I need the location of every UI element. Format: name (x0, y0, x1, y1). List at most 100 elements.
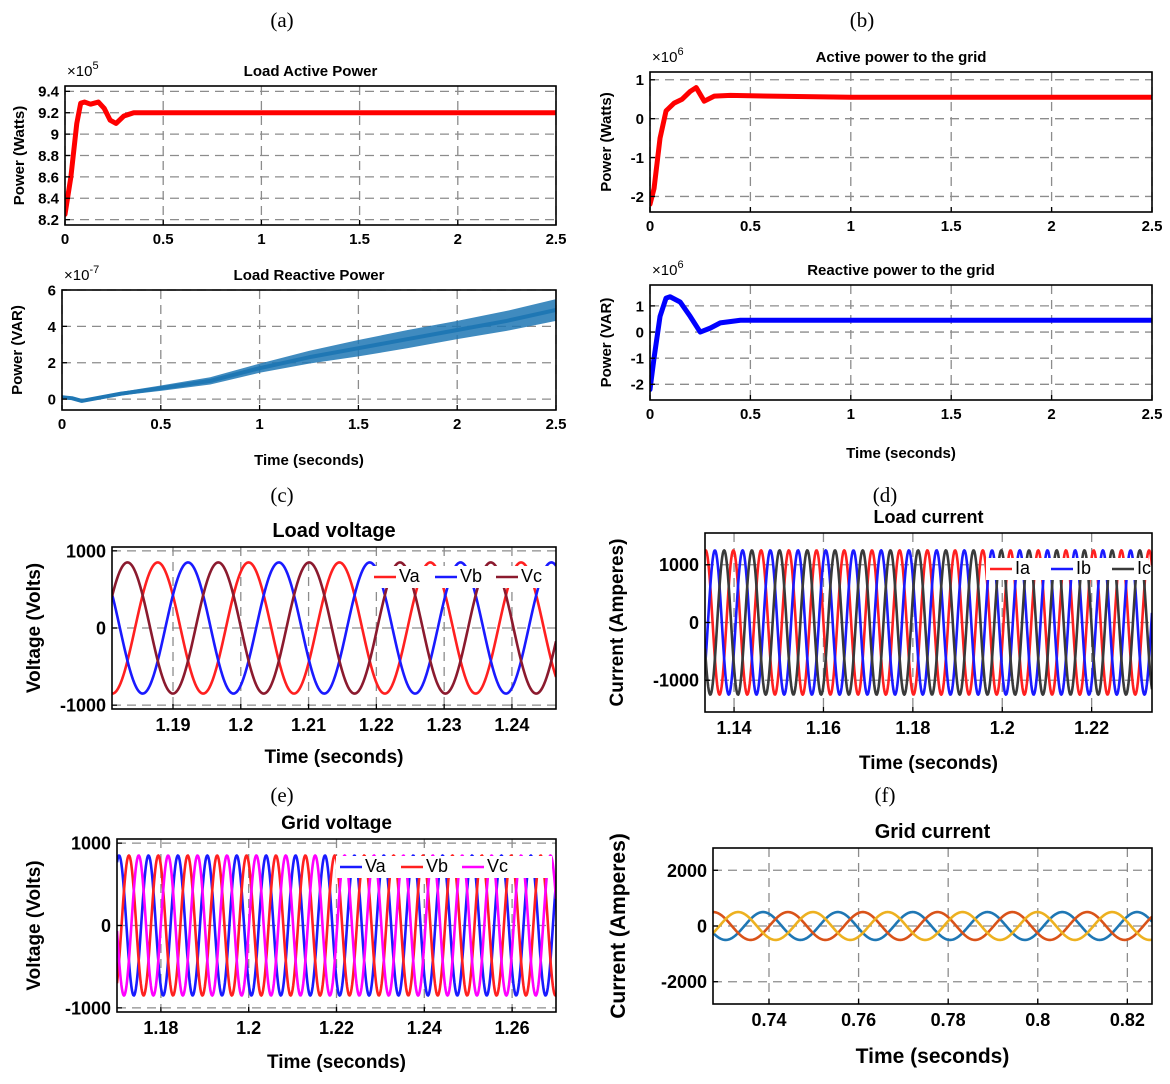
chart-f-title: Grid current (875, 821, 991, 843)
chart-a2-y-multiplier: ×10-7 (64, 264, 99, 284)
chart-d-xtick-label-3: 1.2 (990, 718, 1015, 738)
chart-a1-ytick-label-3: 8.8 (38, 148, 59, 165)
chart-b1-xtick-label-4: 2 (1047, 218, 1055, 235)
chart-c-xtick-label-2: 1.21 (291, 715, 326, 735)
chart-c-xtick-label-4: 1.23 (427, 715, 462, 735)
chart-a1-series-p-load-0 (65, 99, 556, 217)
chart-e-xtick-label-4: 1.26 (495, 1018, 530, 1038)
chart-b2-ytick-label-2: 0 (636, 324, 644, 341)
chart-c-legend-label-2: Vc (521, 566, 542, 586)
chart-b2-xtick-label-2: 1 (847, 406, 855, 423)
chart-a2-ytick-label-0: 0 (48, 391, 56, 408)
chart-f-xtick-label-0: 0.74 (751, 1010, 786, 1030)
chart-f-ylabel: Current (Amperes) (607, 833, 630, 1019)
chart-a1-xtick-label-3: 1.5 (349, 231, 370, 248)
chart-f-series-ic-2 (713, 910, 1152, 942)
chart-b1-title: Active power to the grid (816, 49, 987, 66)
chart-e-xlabel: Time (seconds) (267, 1052, 406, 1073)
chart-f: 0.74 0.76 0.78 0.8 0.82 -2000 0 2000 Grid curren… (607, 821, 1153, 1068)
chart-b2-title: Reactive power to the grid (807, 262, 995, 279)
chart-b1-xtick-label-3: 1.5 (941, 218, 962, 235)
chart-c-legend: Va Vb Vc (370, 566, 552, 588)
chart-a2-ylabel: Power (VAR) (9, 305, 26, 395)
chart-f-xtick-label-1: 0.76 (841, 1010, 876, 1030)
chart-e-series-vc-2 (117, 854, 556, 997)
chart-b2-xtick-label-0: 0 (646, 406, 654, 423)
chart-b1-xtick-label-1: 0.5 (740, 218, 761, 235)
chart-a2-frame (61, 289, 557, 411)
chart-a2-xtick-label-2: 1 (255, 416, 263, 433)
chart-c-xtick-label-5: 1.24 (494, 715, 529, 735)
chart-b1-y-multiplier-exp: 6 (677, 46, 683, 58)
chart-a1-y-multiplier: ×105 (67, 60, 99, 80)
chart-b2-y-multiplier: ×106 (652, 259, 684, 279)
chart-a2-title: Load Reactive Power (234, 267, 385, 284)
chart-b2-xtick-label-1: 0.5 (740, 406, 761, 423)
chart-d-ytick-label-2: 1000 (659, 555, 699, 575)
chart-c-legend-bg (370, 566, 552, 588)
chart-e: 1.18 1.2 1.22 1.24 1.26 -1000 0 1000 Grid voltag… (24, 813, 557, 1073)
chart-b1-series-p-grid-0 (650, 85, 1152, 207)
chart-e-title: Grid voltage (281, 813, 392, 834)
chart-b1-ytick-label-3: 1 (636, 72, 644, 89)
chart-b2-xlabel: Time (seconds) (846, 445, 956, 462)
chart-a1-xtick-label-2: 1 (257, 231, 265, 248)
chart-a2-y-multiplier-base: ×10 (64, 267, 89, 284)
chart-d-legend-label-0: Ia (1015, 558, 1031, 578)
chart-b2: 0 0.5 1 1.5 2 2.5 -2 -1 0 1 Reactive power to the … (598, 259, 1162, 462)
chart-c-legend-label-0: Va (399, 566, 421, 586)
chart-d-xlabel: Time (seconds) (859, 753, 998, 774)
chart-f-series-ia-0 (713, 910, 1152, 942)
chart-c-ytick-label-2: 1000 (66, 541, 106, 561)
chart-b2-xtick-label-5: 2.5 (1142, 406, 1163, 423)
chart-d-legend: Ia Ib Ic (986, 558, 1151, 580)
chart-e-series-va-0 (117, 854, 556, 997)
chart-a1-ytick-label-6: 9.4 (38, 84, 60, 101)
chart-f-ytick-label-1: 0 (697, 916, 707, 936)
chart-b1-y-multiplier-base: ×10 (652, 49, 677, 66)
chart-d: 1.14 1.16 1.18 1.2 1.22 -1000 0 1000 Load curren… (607, 507, 1153, 774)
chart-c-legend-label-1: Vb (460, 566, 482, 586)
chart-c-xtick-label-1: 1.2 (228, 715, 253, 735)
chart-a2-y-multiplier-exp: -7 (89, 264, 99, 276)
chart-a1-ylabel: Power (Watts) (11, 106, 28, 205)
chart-a1-ytick-label-0: 8.2 (38, 212, 59, 229)
chart-a1: 0 0.5 1 1.5 2 2.5 8.2 8.4 8.6 8.8 9 9.2 9.4 Load Acti… (11, 60, 566, 248)
chart-b2-ylabel: Power (VAR) (598, 298, 615, 388)
chart-b2-frame (649, 284, 1153, 401)
chart-f-xlabel: Time (seconds) (856, 1045, 1010, 1068)
chart-a2-series-q-load-0 (62, 308, 556, 403)
chart-a2-series-q-load-0-band (62, 299, 556, 402)
chart-e-legend-label-2: Vc (487, 856, 508, 876)
chart-a2-ytick-label-3: 6 (48, 282, 56, 299)
chart-a2-xtick-label-4: 2 (453, 416, 461, 433)
chart-b1-xtick-label-2: 1 (847, 218, 855, 235)
chart-b1-ytick-label-0: -2 (631, 189, 644, 206)
chart-d-legend-label-1: Ib (1076, 558, 1091, 578)
chart-d-legend-label-2: Ic (1137, 558, 1151, 578)
chart-a2-xtick-label-1: 0.5 (150, 416, 171, 433)
chart-a2-ytick-label-1: 2 (48, 355, 56, 372)
chart-b2-ytick-label-1: -1 (631, 351, 644, 368)
chart-a1-ytick-label-2: 8.6 (38, 169, 59, 186)
chart-e-xtick-label-2: 1.22 (319, 1018, 354, 1038)
chart-e-ylabel: Voltage (Volts) (24, 860, 45, 990)
chart-c-xtick-label-0: 1.19 (155, 715, 190, 735)
chart-d-title: Load current (873, 507, 983, 527)
chart-e-ytick-label-1: 0 (101, 916, 111, 936)
chart-b2-xtick-label-4: 2 (1047, 406, 1055, 423)
chart-a2-series (62, 299, 556, 403)
chart-e-legend-label-1: Vb (426, 856, 448, 876)
chart-d-xtick-label-2: 1.18 (895, 718, 930, 738)
chart-c-title: Load voltage (272, 520, 395, 542)
chart-c-ytick-label-0: -1000 (60, 696, 106, 716)
panel-letter-f: (f) (875, 783, 896, 807)
chart-d-ytick-label-1: 0 (689, 613, 699, 633)
chart-e-xtick-label-1: 1.2 (236, 1018, 261, 1038)
chart-f-series (713, 910, 1152, 942)
chart-a1-ytick-label-4: 9 (51, 127, 59, 144)
chart-b1-xtick-label-0: 0 (646, 218, 654, 235)
chart-a1-ytick-label-5: 9.2 (38, 105, 59, 122)
chart-a1-xtick-label-5: 2.5 (546, 231, 567, 248)
